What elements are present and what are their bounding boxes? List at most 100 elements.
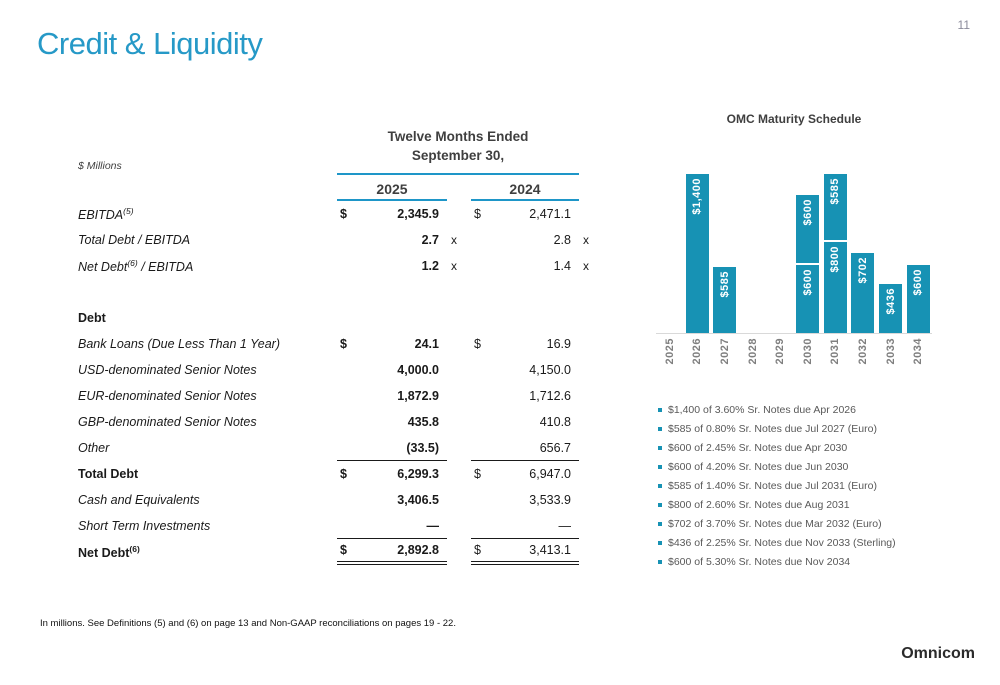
legend-item: $600 of 5.30% Sr. Notes due Nov 2034 bbox=[658, 552, 958, 571]
value-cell-2024: $16.9 bbox=[471, 331, 579, 357]
bar-value-label: $702 bbox=[856, 257, 869, 284]
bar-stack: $1,400 bbox=[685, 174, 709, 333]
chart-band-2033: $436 bbox=[877, 283, 905, 333]
legend-bullet-icon bbox=[658, 540, 662, 545]
bar-value-label: $600 bbox=[801, 268, 814, 296]
bar-value-label: $800 bbox=[829, 246, 842, 273]
period-header: Twelve Months Ended September 30, bbox=[337, 127, 579, 175]
value-text: 2,892.8 bbox=[397, 543, 439, 557]
row-label: Net Debt(6) / EBITDA bbox=[78, 257, 194, 275]
bar-segment: $1,400 bbox=[685, 174, 709, 333]
column-header-2025: 2025 bbox=[337, 177, 447, 201]
row-label: Cash and Equivalents bbox=[78, 493, 200, 507]
value-text: 16.9 bbox=[546, 337, 571, 351]
bar-value-label: $1,400 bbox=[691, 178, 704, 215]
row-label: GBP-denominated Senior Notes bbox=[78, 415, 257, 429]
omnicom-logo: Omnicom bbox=[901, 645, 975, 662]
x-axis-label: 2029 bbox=[766, 338, 794, 380]
row-label: Bank Loans (Due Less Than 1 Year) bbox=[78, 337, 280, 351]
table-row: Net Debt(6) $2,892.8 $3,413.1 bbox=[78, 539, 601, 565]
maturity-chart: OMC Maturity Schedule $1,400 $585 $600 $600… bbox=[656, 112, 932, 571]
value-text: (33.5) bbox=[406, 440, 439, 455]
legend-item: $600 of 4.20% Sr. Notes due Jun 2030 bbox=[658, 457, 958, 476]
value-cell-2025 bbox=[337, 305, 447, 331]
legend-bullet-icon bbox=[658, 445, 662, 450]
currency-symbol: $ bbox=[474, 543, 481, 557]
legend-item: $585 of 1.40% Sr. Notes due Jul 2031 (Eu… bbox=[658, 476, 958, 495]
legend-bullet-icon bbox=[658, 464, 662, 469]
table-rows: EBITDA(5) $2,345.9 $2,471.1 Total Debt / EB… bbox=[78, 201, 601, 565]
value-cell-2024: 3,533.9 bbox=[471, 487, 579, 513]
year-header-row: 2025 2024 bbox=[337, 177, 579, 201]
table-row: Other (33.5) 656.7 bbox=[78, 435, 601, 461]
column-gap bbox=[447, 177, 471, 201]
legend-item: $436 of 2.25% Sr. Notes due Nov 2033 (St… bbox=[658, 533, 958, 552]
currency-symbol: $ bbox=[474, 337, 481, 351]
value-text: — bbox=[426, 518, 440, 533]
suffix-cell: x bbox=[583, 233, 589, 247]
value-cell-2025: 435.8 bbox=[337, 409, 447, 435]
table-row: GBP-denominated Senior Notes 435.8 410.8 bbox=[78, 409, 601, 435]
footnote: In millions. See Definitions (5) and (6)… bbox=[40, 618, 456, 629]
currency-symbol: $ bbox=[340, 207, 347, 221]
x-axis-label-text: 2034 bbox=[912, 338, 925, 365]
table-row: Total Debt $6,299.3 $6,947.0 bbox=[78, 461, 601, 487]
row-label: USD-denominated Senior Notes bbox=[78, 363, 257, 377]
row-label: Debt bbox=[78, 311, 106, 325]
bar-stack: $436 bbox=[879, 283, 903, 333]
chart-band-2027: $585 bbox=[711, 266, 739, 333]
legend-item: $702 of 3.70% Sr. Notes due Mar 2032 (Eu… bbox=[658, 514, 958, 533]
bar-segment: $600 bbox=[796, 194, 820, 263]
legend-item-text: $436 of 2.25% Sr. Notes due Nov 2033 (St… bbox=[668, 536, 896, 549]
x-axis-label: 2026 bbox=[684, 338, 712, 380]
value-cell-2024: 4,150.0 bbox=[471, 357, 579, 383]
value-cell-2025: $2,345.9 bbox=[337, 201, 447, 227]
row-label: Total Debt / EBITDA bbox=[78, 233, 191, 247]
value-cell-2024: — bbox=[471, 513, 579, 539]
row-label: EBITDA(5) bbox=[78, 205, 134, 223]
x-axis-label-text: 2033 bbox=[884, 338, 897, 365]
legend-item-text: $585 of 1.40% Sr. Notes due Jul 2031 (Eu… bbox=[668, 479, 877, 492]
bar-value-label: $600 bbox=[912, 268, 925, 296]
table-row: Cash and Equivalents 3,406.5 3,533.9 bbox=[78, 487, 601, 513]
row-label: Total Debt bbox=[78, 467, 139, 481]
value-cell-2024: 656.7 bbox=[471, 435, 579, 461]
value-text: 3,533.9 bbox=[529, 493, 571, 507]
x-axis-label: 2030 bbox=[794, 338, 822, 380]
value-cell-2025: $2,892.8 bbox=[337, 539, 447, 565]
bar-segment: $585 bbox=[713, 266, 737, 333]
chart-band-2030: $600 $600 bbox=[794, 194, 822, 333]
value-cell-2025: 1.2 bbox=[337, 253, 447, 279]
bar-segment: $800 bbox=[823, 242, 847, 333]
bar-segment: $585 bbox=[823, 173, 847, 241]
bar-stack: $585 bbox=[713, 266, 737, 333]
table-row: Net Debt(6) / EBITDA 1.2 x 1.4 x bbox=[78, 253, 601, 279]
x-axis-label: 2033 bbox=[877, 338, 905, 380]
legend-item: $800 of 2.60% Sr. Notes due Aug 2031 bbox=[658, 495, 958, 514]
legend-bullet-icon bbox=[658, 407, 662, 412]
table-row: EUR-denominated Senior Notes 1,872.9 1,712… bbox=[78, 383, 601, 409]
bar-stack: $600 bbox=[906, 264, 930, 333]
legend-bullet-icon bbox=[658, 502, 662, 507]
suffix-cell: x bbox=[451, 259, 457, 273]
x-axis-label-text: 2030 bbox=[801, 338, 814, 365]
x-axis-label: 2028 bbox=[739, 338, 767, 380]
value-text: — bbox=[558, 518, 572, 533]
value-text: 2.8 bbox=[553, 233, 571, 247]
value-text: 3,406.5 bbox=[397, 493, 439, 507]
bar-segment: $600 bbox=[796, 264, 820, 333]
value-cell-2024: 2.8 bbox=[471, 227, 579, 253]
table-row: USD-denominated Senior Notes 4,000.0 4,150… bbox=[78, 357, 601, 383]
legend-item-text: $600 of 2.45% Sr. Notes due Apr 2030 bbox=[668, 441, 848, 454]
x-axis-label: 2032 bbox=[849, 338, 877, 380]
bar-segment: $702 bbox=[851, 253, 875, 333]
chart-x-axis: 2025 2026 2027 2028 2029 2030 2031 2032 2033 2034 bbox=[656, 338, 932, 380]
bar-value-label: $585 bbox=[829, 177, 842, 205]
x-axis-label-text: 2031 bbox=[829, 338, 842, 365]
table-row: Short Term Investments — — bbox=[78, 513, 601, 539]
table-row: Total Debt / EBITDA 2.7 x 2.8 x bbox=[78, 227, 601, 253]
legend-bullet-icon bbox=[658, 426, 662, 431]
row-label: Other bbox=[78, 441, 110, 455]
legend-item: $1,400 of 3.60% Sr. Notes due Apr 2026 bbox=[658, 400, 958, 419]
